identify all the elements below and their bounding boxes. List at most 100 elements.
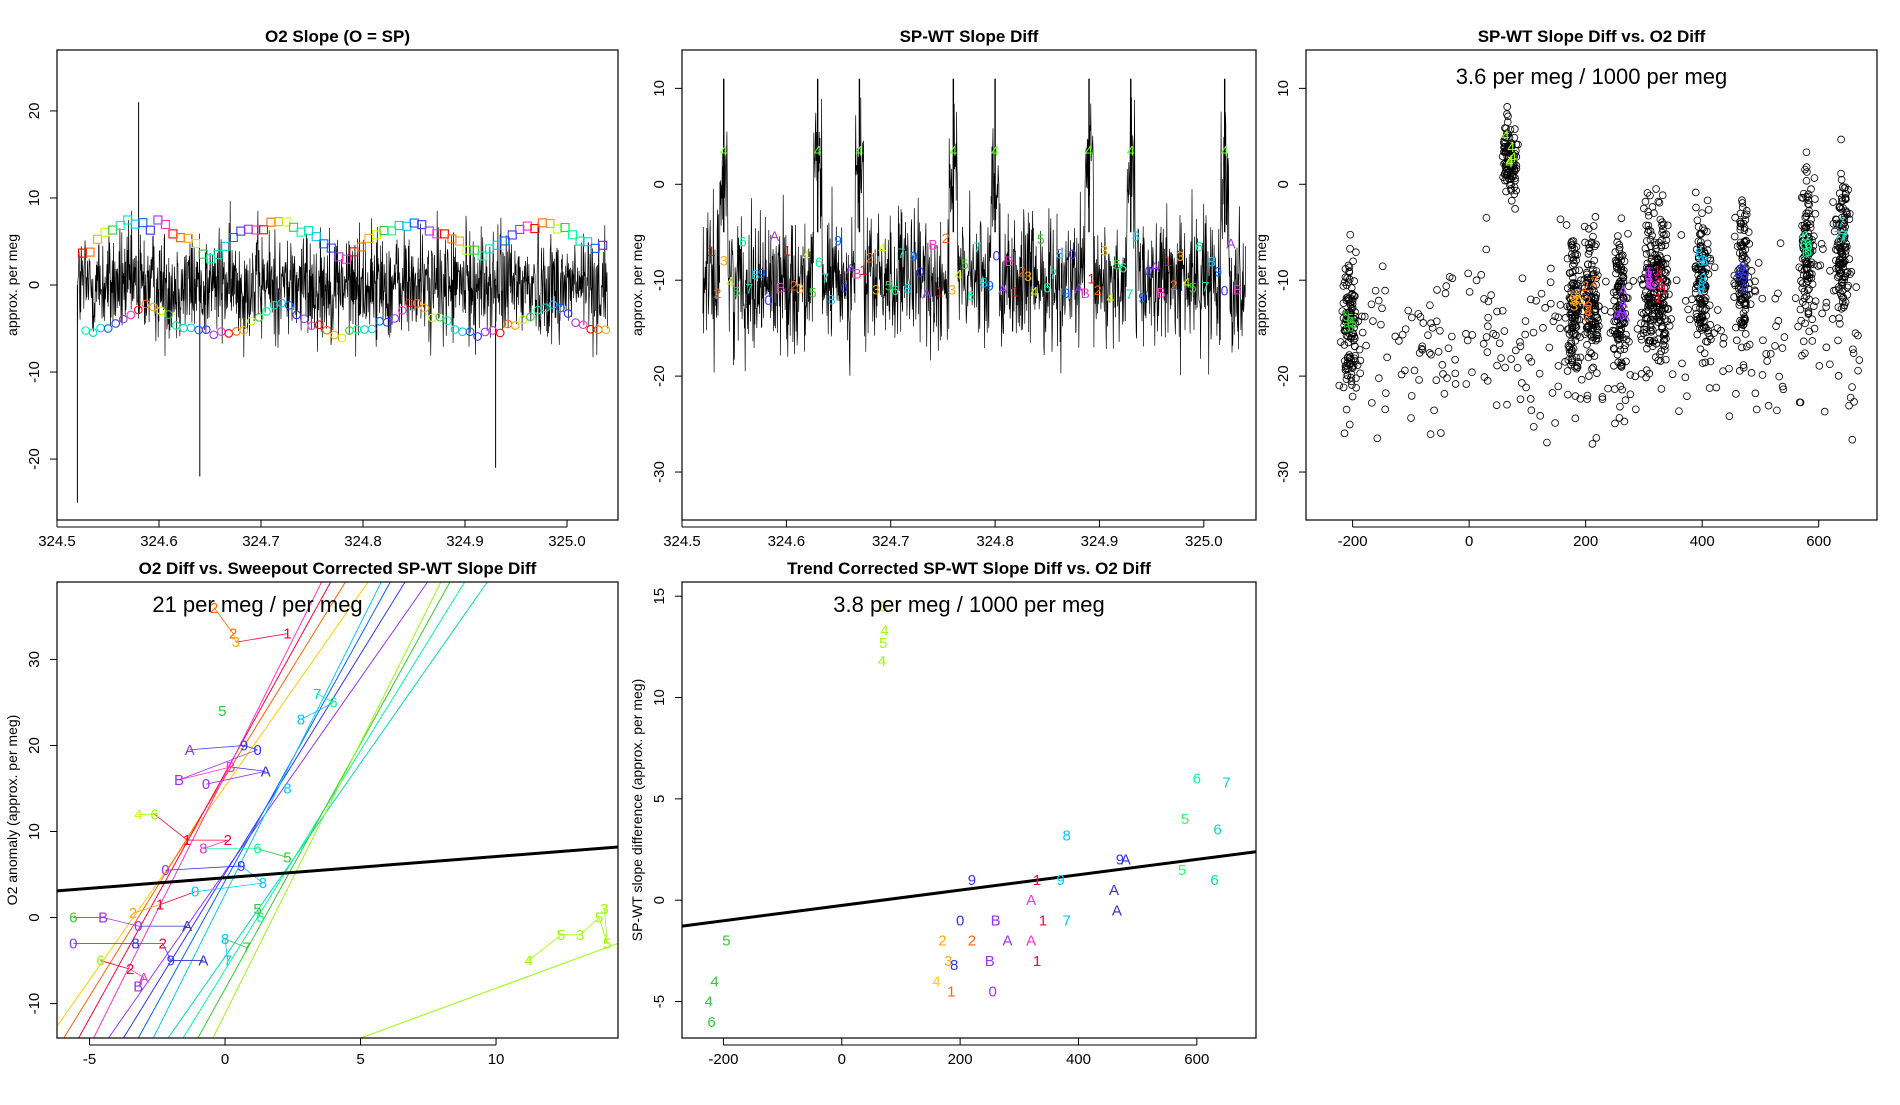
y-tick-label: -30 bbox=[651, 461, 668, 483]
cluster-point bbox=[1797, 193, 1806, 202]
circle-marker bbox=[330, 330, 339, 340]
cluster-point bbox=[1346, 244, 1354, 253]
cluster-point bbox=[1581, 330, 1589, 338]
scatter-point bbox=[1854, 331, 1862, 340]
cluster-point bbox=[1652, 271, 1661, 280]
series-label: 7 bbox=[973, 239, 981, 255]
series-label: 1 bbox=[1012, 283, 1020, 299]
cluster-point bbox=[1570, 281, 1579, 289]
scatter-point bbox=[1751, 389, 1760, 398]
square-marker bbox=[567, 230, 578, 240]
scatter-point bbox=[1551, 419, 1559, 427]
circle-marker bbox=[390, 314, 400, 323]
series-label: A bbox=[1226, 236, 1236, 252]
cluster-point bbox=[1353, 361, 1362, 369]
scatter-point bbox=[1564, 390, 1572, 399]
cluster-point bbox=[1692, 245, 1701, 254]
cluster-point bbox=[1734, 284, 1743, 293]
cluster-point bbox=[1801, 213, 1810, 222]
cluster-point bbox=[1509, 161, 1518, 169]
scatter-point bbox=[1482, 333, 1491, 341]
cluster-point bbox=[1692, 310, 1701, 318]
cluster-point bbox=[1564, 341, 1573, 350]
cluster-point bbox=[1505, 147, 1513, 155]
cluster-point bbox=[1506, 159, 1514, 168]
scatter-point bbox=[1521, 330, 1529, 339]
square-marker bbox=[500, 236, 510, 246]
cluster-point bbox=[1573, 362, 1581, 370]
data-point-label: 2 bbox=[968, 933, 976, 950]
cluster-point bbox=[1637, 308, 1646, 317]
point-connector bbox=[300, 702, 334, 721]
square-marker bbox=[168, 229, 178, 239]
data-point-label: A bbox=[1121, 852, 1131, 869]
data-point-label: 8 bbox=[950, 957, 958, 974]
step-label: 4 bbox=[720, 143, 728, 159]
y-tick-label: -20 bbox=[1275, 365, 1292, 387]
cluster-label: 2 bbox=[1583, 308, 1591, 324]
cluster-point bbox=[1646, 191, 1654, 200]
y-tick-label: -20 bbox=[26, 448, 43, 470]
circle-marker bbox=[367, 324, 377, 334]
x-tick-label: 325.0 bbox=[1185, 533, 1223, 550]
cluster-point bbox=[1345, 263, 1354, 272]
data-point-label: B bbox=[991, 912, 1001, 929]
scatter-point bbox=[1521, 317, 1530, 325]
cluster-point bbox=[1572, 364, 1581, 373]
data-point-label: 0 bbox=[253, 742, 261, 759]
scatter-point bbox=[1848, 383, 1856, 391]
cluster-point bbox=[1569, 256, 1578, 265]
scatter-point bbox=[1378, 304, 1386, 313]
cluster-label: 5 bbox=[1349, 315, 1357, 331]
cluster-point bbox=[1736, 225, 1745, 234]
series-label: 6 bbox=[1119, 260, 1127, 276]
cluster-point bbox=[1343, 371, 1352, 380]
cluster-point bbox=[1804, 190, 1813, 198]
cluster-point bbox=[1613, 302, 1622, 311]
y-tick-label: 30 bbox=[26, 651, 43, 668]
cluster-point bbox=[1802, 148, 1811, 157]
cluster-point bbox=[1654, 301, 1663, 310]
scatter-point bbox=[1367, 300, 1376, 309]
cluster-point bbox=[1701, 281, 1709, 289]
cluster-point bbox=[1648, 231, 1656, 240]
series-label: A bbox=[1150, 259, 1160, 275]
series-label: 0 bbox=[840, 279, 848, 295]
cluster-label: 8 bbox=[1698, 253, 1706, 269]
cluster-point bbox=[1591, 312, 1600, 320]
circle-marker bbox=[239, 325, 249, 335]
cluster-point bbox=[1566, 269, 1574, 277]
cluster-point bbox=[1696, 324, 1704, 332]
cluster-point bbox=[1651, 272, 1660, 281]
cluster-label: 8 bbox=[1698, 277, 1706, 293]
circle-marker bbox=[179, 323, 188, 333]
square-marker bbox=[507, 230, 517, 240]
cluster-point bbox=[1845, 215, 1854, 223]
cluster-point bbox=[1803, 168, 1811, 176]
series-label: 3 bbox=[720, 253, 728, 269]
cluster-point bbox=[1641, 319, 1649, 328]
cluster-point bbox=[1738, 252, 1747, 261]
cluster-point bbox=[1502, 167, 1511, 176]
circle-marker bbox=[556, 303, 565, 313]
square-marker bbox=[575, 236, 585, 246]
scatter-point bbox=[1771, 342, 1779, 350]
cluster-point bbox=[1703, 196, 1712, 205]
cluster-point bbox=[1732, 323, 1740, 332]
cluster-point bbox=[1662, 236, 1671, 245]
cluster-point bbox=[1660, 345, 1669, 354]
y-tick-label: 0 bbox=[1275, 180, 1292, 188]
scatter-point bbox=[1751, 287, 1760, 296]
series-label: 9 bbox=[758, 265, 766, 281]
cluster-point bbox=[1836, 289, 1845, 298]
cluster-point bbox=[1697, 326, 1706, 334]
circle-marker bbox=[149, 302, 158, 312]
scatter-point bbox=[1551, 312, 1559, 321]
cluster-point bbox=[1571, 330, 1580, 338]
data-point-label: 0 bbox=[202, 776, 210, 793]
cluster-label: 3 bbox=[1572, 293, 1580, 309]
x-tick-label: 200 bbox=[1573, 533, 1598, 550]
scatter-point bbox=[1592, 434, 1601, 442]
scatter-point bbox=[1482, 213, 1491, 222]
scatter-point bbox=[1822, 343, 1831, 352]
